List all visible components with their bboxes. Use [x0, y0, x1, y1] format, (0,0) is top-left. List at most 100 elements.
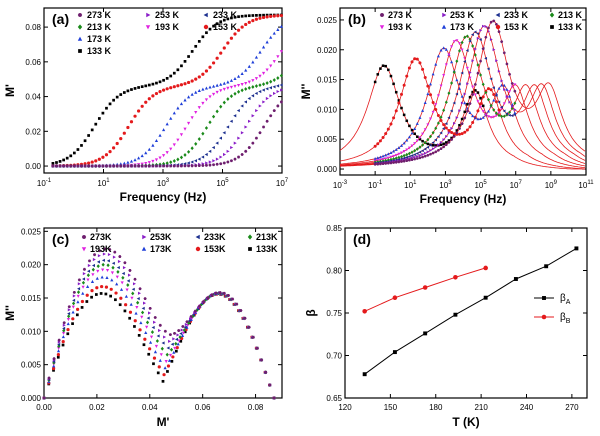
data-point: [276, 104, 280, 108]
data-point: [455, 131, 459, 135]
data-point: [442, 123, 446, 127]
data-point: [57, 338, 61, 342]
data-point: [83, 139, 87, 143]
data-point: [251, 19, 255, 23]
data-point: [468, 111, 472, 114]
data-point: [484, 56, 488, 60]
data-point: [418, 153, 422, 157]
data-point: [415, 151, 419, 155]
data-point: [205, 161, 209, 165]
data-point: [251, 14, 255, 17]
data-point: [376, 160, 380, 164]
data-point: [471, 121, 475, 125]
data-point: [190, 160, 194, 164]
legend-label: 253 K: [155, 10, 180, 20]
data-point: [90, 164, 94, 168]
data-point: [47, 376, 51, 380]
data-point: [258, 74, 262, 78]
data-point: [258, 16, 262, 20]
data-point: [223, 152, 227, 157]
data-point: [251, 114, 255, 118]
data-point: [450, 81, 454, 85]
data-point: [497, 108, 501, 112]
data-point: [447, 139, 451, 142]
data-point: [100, 284, 104, 289]
data-point: [162, 154, 166, 158]
data-point: [122, 91, 126, 94]
data-point: [181, 331, 186, 335]
data-point: [97, 117, 101, 120]
data-point: [77, 287, 81, 291]
data-point: [90, 160, 94, 164]
data-point: [465, 34, 469, 39]
data-point: [272, 14, 276, 18]
data-point: [269, 64, 273, 68]
data-point: [151, 325, 155, 330]
data-point: [101, 164, 105, 168]
data-point: [76, 164, 80, 168]
x-axis-label: T (K): [452, 415, 479, 429]
data-point: [503, 87, 506, 91]
data-point: [214, 291, 218, 295]
data-point: [405, 155, 408, 159]
data-point: [105, 276, 109, 280]
data-point: [452, 101, 456, 105]
data-point: [431, 72, 435, 76]
data-point: [229, 78, 234, 82]
legend-marker: [379, 13, 385, 17]
data-point: [508, 90, 512, 94]
data-point: [211, 61, 216, 65]
data-point: [453, 121, 456, 125]
data-point: [146, 316, 150, 320]
data-point: [222, 87, 226, 91]
data-point: [261, 15, 266, 20]
data-point: [72, 151, 76, 155]
data-point: [85, 300, 89, 303]
series-253K: [51, 88, 284, 168]
data-point: [180, 64, 183, 68]
data-point: [124, 303, 128, 307]
data-point: [489, 88, 493, 92]
data-point: [279, 83, 283, 87]
data-point: [86, 269, 91, 273]
data-point: [473, 53, 477, 57]
legend-label: 193 K: [155, 22, 180, 32]
data-point: [442, 145, 446, 149]
data-point: [109, 287, 113, 291]
legend-marker: [195, 246, 201, 252]
data-point: [389, 161, 393, 165]
data-point: [113, 250, 117, 254]
y-tick-label: 0.85: [326, 224, 342, 233]
x-tick-label: 107: [510, 180, 523, 190]
data-point: [42, 396, 46, 400]
data-point: [497, 113, 501, 118]
data-point: [164, 360, 168, 364]
data-point: [76, 148, 80, 151]
x-tick-label: 0.04: [142, 403, 158, 412]
data-point: [197, 40, 201, 43]
data-point: [463, 60, 466, 64]
data-point: [463, 110, 467, 114]
data-point: [460, 94, 464, 98]
legend-marker: [441, 24, 447, 29]
data-point: [147, 97, 151, 101]
data-point: [457, 82, 461, 86]
data-point: [424, 151, 427, 155]
data-point: [240, 14, 244, 18]
data-point: [159, 353, 163, 357]
data-point: [426, 84, 430, 88]
data-point: [140, 104, 144, 108]
data-point: [381, 162, 385, 166]
data-point: [77, 282, 81, 286]
data-point: [86, 278, 90, 282]
data-point: [479, 102, 483, 106]
data-point: [137, 156, 141, 160]
data-point: [431, 101, 435, 105]
data-point: [423, 331, 428, 336]
x-axis: 120 150 180 210 240 270: [338, 228, 579, 412]
data-point: [481, 104, 485, 108]
legend-label: 153 K: [213, 22, 238, 32]
y-tick-label: 0.005: [21, 361, 42, 370]
data-point: [147, 147, 151, 151]
